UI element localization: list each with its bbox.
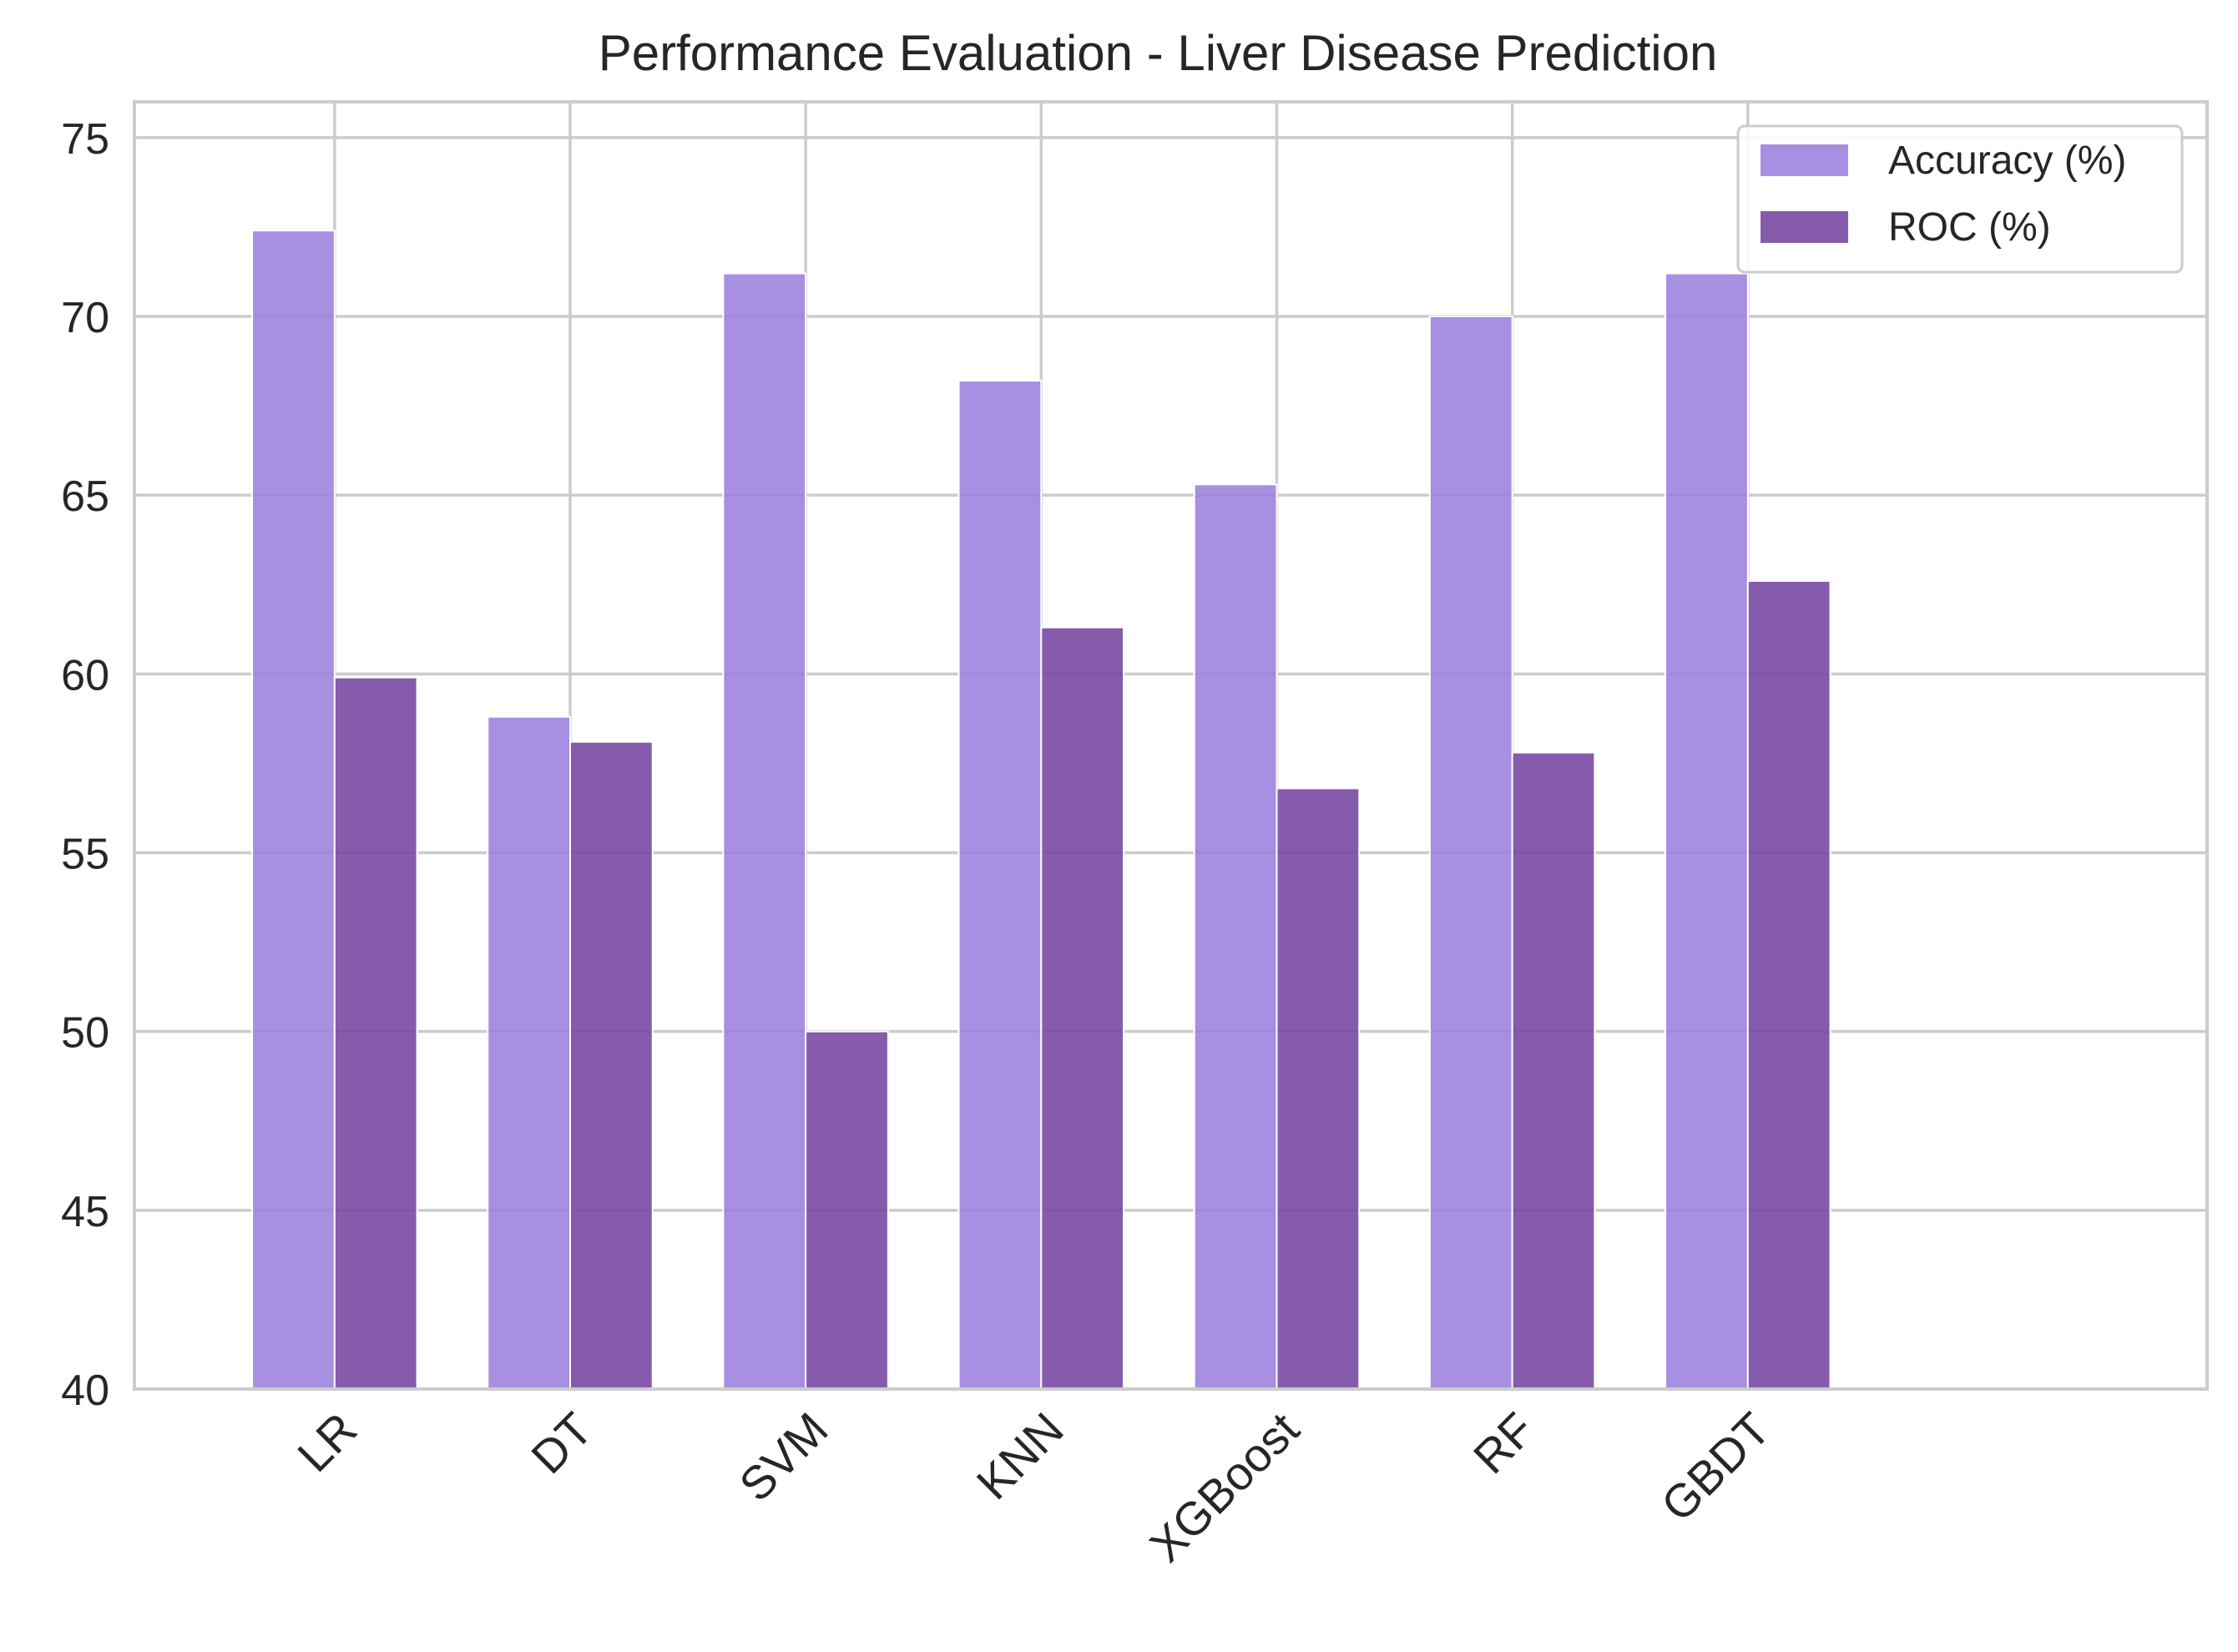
legend-label: Accuracy (%) xyxy=(1888,139,2126,183)
y-tick-label: 40 xyxy=(61,1367,109,1415)
axes xyxy=(133,100,2209,1391)
y-tick-label: 55 xyxy=(61,831,109,879)
x-tick-label: DT xyxy=(521,1402,602,1483)
bar-roc-knn xyxy=(1040,626,1125,1390)
x-tick-label: RF xyxy=(1463,1402,1544,1483)
bar-roc-rf xyxy=(1511,751,1596,1390)
legend-swatch xyxy=(1761,144,1848,176)
x-tick-labels: LR DT SVM KNN XGBoost RF GBDT xyxy=(287,1402,1780,1572)
y-tick-labels: 40 45 50 55 60 65 70 75 xyxy=(61,115,109,1415)
y-tick-label: 75 xyxy=(61,115,109,164)
bar-accuracy-lr xyxy=(251,230,336,1391)
bar-roc-gbdt xyxy=(1746,579,1831,1390)
y-tick-label: 60 xyxy=(61,651,109,700)
axes-frame xyxy=(133,100,2209,1391)
legend-label: ROC (%) xyxy=(1888,205,2051,250)
bar-accuracy-xgboost xyxy=(1193,483,1278,1390)
y-tick-label: 65 xyxy=(61,472,109,521)
grid xyxy=(134,102,2207,1391)
bar-accuracy-gbdt xyxy=(1665,272,1749,1391)
y-tick-label: 50 xyxy=(61,1009,109,1058)
x-tick-label: XGBoost xyxy=(1139,1402,1309,1572)
bar-roc-svm xyxy=(805,1030,889,1390)
bars xyxy=(251,230,1831,1391)
bar-accuracy-svm xyxy=(722,272,807,1391)
y-tick-label: 70 xyxy=(61,294,109,342)
legend-swatch xyxy=(1761,211,1848,243)
bar-accuracy-rf xyxy=(1428,316,1513,1390)
bar-accuracy-knn xyxy=(957,380,1043,1391)
bar-roc-xgboost xyxy=(1276,787,1361,1390)
legend: Accuracy (%) ROC (%) xyxy=(1736,124,2184,274)
chart-title: Performance Evaluation - Liver Disease P… xyxy=(599,25,1718,81)
bar-roc-lr xyxy=(333,676,418,1390)
bar-accuracy-dt xyxy=(487,715,571,1390)
bar-roc-dt xyxy=(568,740,654,1390)
x-tick-label: KNN xyxy=(967,1402,1074,1509)
x-tick-label: GBDT xyxy=(1651,1402,1781,1532)
x-tick-label: LR xyxy=(287,1402,366,1482)
x-tick-label: SVM xyxy=(729,1402,837,1511)
legend-box xyxy=(1736,124,2184,274)
y-tick-label: 45 xyxy=(61,1188,109,1236)
